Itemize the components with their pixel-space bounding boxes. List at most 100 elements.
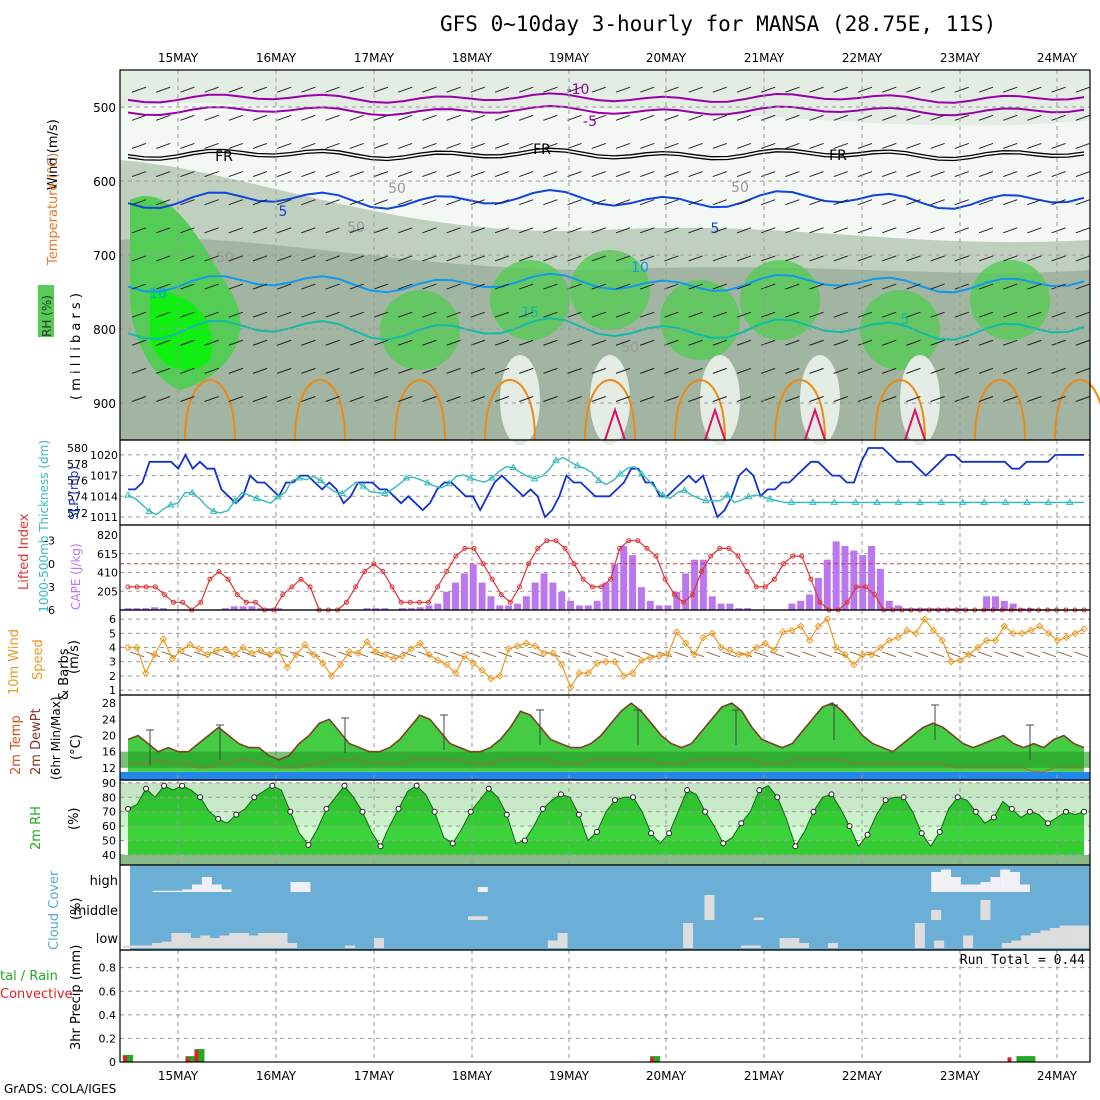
- li-marker: [425, 599, 431, 605]
- wind-barb: [519, 311, 534, 318]
- wind-barb: [156, 227, 171, 234]
- thickness-marker: [338, 489, 346, 496]
- wind-barb: [664, 283, 679, 290]
- wind-barb: [1003, 86, 1018, 93]
- wind-barb: [494, 171, 510, 178]
- wind-barb: [325, 199, 340, 206]
- cape-bar: [443, 591, 451, 610]
- wind-barb: [833, 283, 848, 290]
- wind-marker: [575, 669, 584, 677]
- wind-barb: [349, 199, 364, 206]
- y-tick-temp: 24: [102, 713, 116, 726]
- cloud-bar-low: [258, 933, 269, 948]
- wind-marker: [1044, 629, 1053, 638]
- contour-label: FR: [215, 149, 233, 165]
- wind-barb: [809, 283, 824, 290]
- cape-bar: [487, 596, 495, 610]
- wind-barb: [615, 199, 631, 206]
- wind-barb: [422, 367, 437, 374]
- y-tick-rh: 60: [102, 820, 116, 833]
- y-tick-cloud: high: [90, 874, 118, 889]
- cape-bar: [646, 600, 654, 610]
- wind-barb: [615, 339, 631, 346]
- wind-barb: [252, 283, 268, 290]
- wind-barb: [204, 367, 219, 374]
- cape-bar: [708, 596, 716, 610]
- x-tick-top: 19MAY: [549, 51, 590, 65]
- cloud-bar-low: [827, 943, 838, 948]
- wind-barb: [398, 114, 413, 121]
- wind-marker: [885, 636, 893, 645]
- wind-barb: [373, 396, 389, 402]
- wind-barb: [882, 142, 897, 149]
- thickness-marker: [530, 474, 539, 482]
- wind-barb: [978, 339, 994, 346]
- li-marker: [817, 599, 823, 605]
- rh-marker: [1008, 805, 1015, 812]
- li-marker: [571, 561, 577, 567]
- wind-barb: [1003, 114, 1018, 121]
- wind-barb: [712, 255, 727, 262]
- thickness-line: [127, 456, 1084, 516]
- wind-barb: [446, 367, 461, 374]
- wind-barb: [857, 311, 873, 318]
- x-tick-top: 17MAY: [354, 51, 395, 65]
- y-tick-precip: 0.4: [99, 1009, 117, 1022]
- wind-barb: [1051, 227, 1066, 234]
- li-marker: [243, 599, 249, 605]
- li-marker: [853, 584, 859, 590]
- y-tick-li: 0: [48, 558, 55, 571]
- wind-barb: [761, 142, 776, 149]
- ylabel-precip-conv: Convective: [0, 987, 73, 1002]
- wind-barb: [398, 255, 413, 262]
- wind-barb-10m: [1009, 651, 1025, 658]
- y-tick-temp: 20: [102, 729, 116, 742]
- contour-label: 5: [711, 221, 720, 237]
- wind-barb: [252, 339, 268, 346]
- li-marker: [535, 545, 541, 551]
- wind-barb: [978, 283, 994, 290]
- li-marker: [307, 584, 313, 590]
- wind-barb: [277, 114, 292, 121]
- rh-marker: [954, 794, 961, 801]
- ylabel-slp: SLP (mb): [67, 466, 81, 520]
- li-marker: [371, 561, 377, 567]
- rh-marker: [738, 820, 745, 827]
- wind-barb: [664, 171, 679, 178]
- wind-barb: [833, 86, 848, 93]
- wind-barb: [882, 86, 897, 93]
- wind-barb: [470, 367, 485, 374]
- cape-bar: [664, 605, 672, 610]
- wind-barb: [422, 142, 437, 149]
- wind-barb: [1075, 114, 1090, 121]
- wind-barb: [712, 283, 727, 290]
- y-tick-thickness: 576: [67, 474, 88, 487]
- cape-bar: [868, 545, 876, 610]
- wind-barb-10m: [161, 651, 177, 658]
- cloud-bar-low: [267, 933, 278, 948]
- wind-barb: [785, 311, 800, 318]
- x-tick-bottom: 21MAY: [744, 1069, 785, 1083]
- ylabel-wind10m-a: 10m Wind: [7, 629, 22, 695]
- wind-marker: [257, 646, 265, 655]
- li-marker: [580, 576, 586, 582]
- wind-barb: [277, 199, 292, 206]
- wind-barb: [325, 86, 340, 93]
- ylabel-rh-b: (%): [67, 808, 82, 831]
- y-tick-slp: 1017: [90, 470, 118, 483]
- wind-barb-10m: [481, 651, 497, 658]
- precip-total-bar: [650, 1056, 661, 1062]
- li-marker: [252, 599, 258, 605]
- wind-barb: [131, 396, 147, 402]
- wind-barb: [761, 367, 776, 374]
- wind-marker: [752, 643, 761, 652]
- cloud-bar-high: [990, 877, 1001, 892]
- wind-barb: [470, 86, 485, 93]
- cloud-bar-low: [683, 923, 694, 948]
- wind-barb: [373, 339, 389, 346]
- wind-barb: [785, 339, 800, 346]
- wind-barb: [204, 339, 219, 346]
- wind-barb: [1051, 199, 1066, 206]
- wind-marker: [549, 649, 557, 657]
- li-marker: [781, 561, 787, 567]
